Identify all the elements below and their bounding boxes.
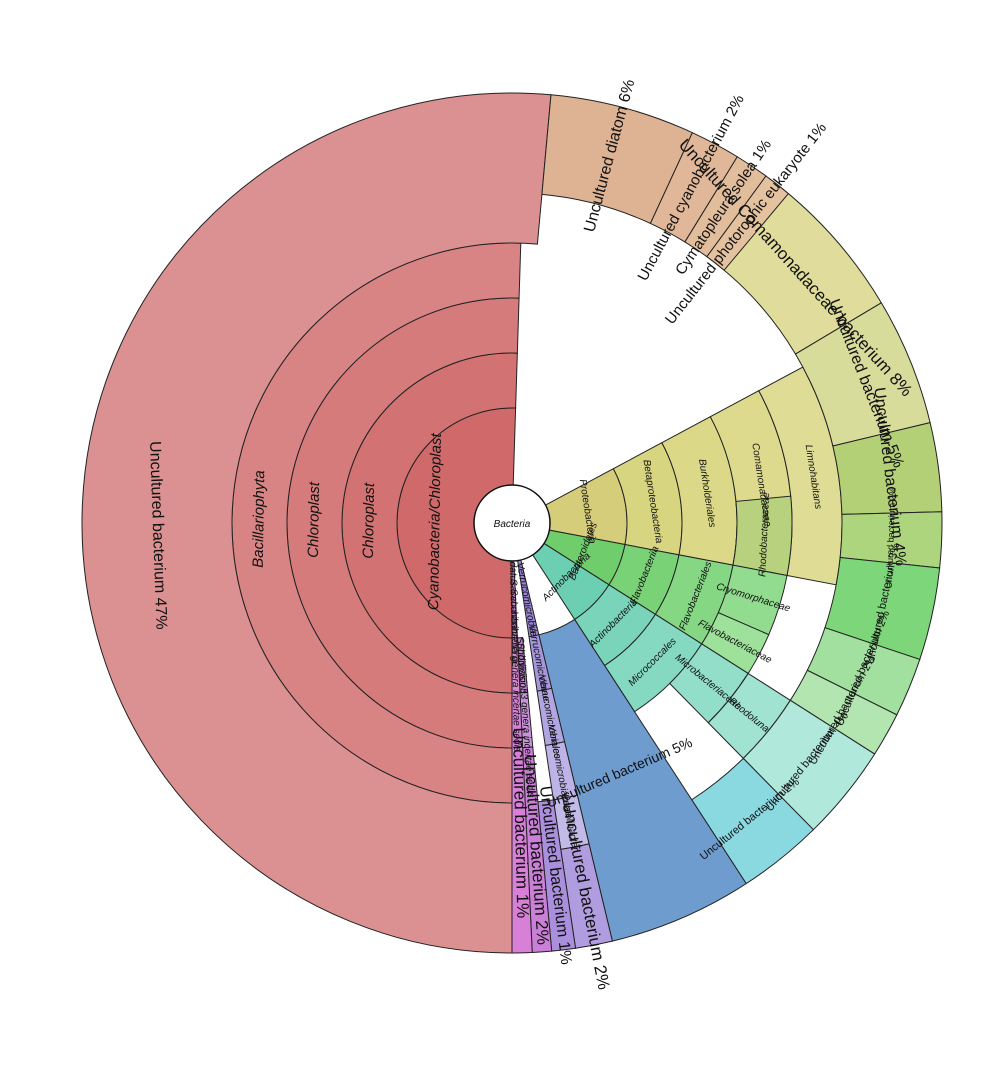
label-candidatus-saccharibacteria-36: Candidatus Saccharibacteria	[507, 535, 521, 664]
label-uncultured-bacterium-9: Uncultured bacterium 2%	[884, 487, 898, 588]
root-label: Bacteria	[494, 519, 531, 530]
root-node[interactable]	[473, 484, 551, 562]
segment-uncultured-photorophic-eukaryote-47[interactable]	[706, 175, 790, 271]
segments-layer	[81, 92, 943, 954]
label-uncultured-bacterium-38: Uncultured bacterium 1%	[508, 727, 531, 918]
label-chloroplast-40: Chloroplast	[360, 482, 378, 559]
label-rhodobacteraceae-7: Rhodobacteraceae	[757, 492, 772, 577]
label-saccharibacteria-genera-incertae-sedis-37: Saccharibacteria genera incertae sedis	[508, 579, 523, 752]
label-cyanobacteria-chloroplast-39: Cyanobacteria/Chloroplast	[425, 432, 445, 610]
label-subdivision3-33: Subdivision3	[514, 636, 529, 694]
label-bacillariophyta-42: Bacillariophyta	[250, 470, 269, 568]
label-chloroplast-41: Chloroplast	[305, 481, 323, 558]
label-uncultured-bacterium-43: Uncultured bacterium 47%	[146, 441, 170, 630]
segment-uncultured-bacterium-43[interactable]	[81, 92, 552, 954]
